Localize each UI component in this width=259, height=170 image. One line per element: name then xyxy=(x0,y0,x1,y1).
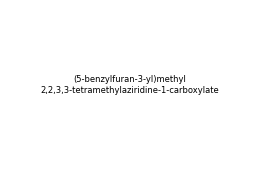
Text: (5-benzylfuran-3-yl)methyl 2,2,3,3-tetramethylaziridine-1-carboxylate: (5-benzylfuran-3-yl)methyl 2,2,3,3-tetra… xyxy=(40,75,219,95)
